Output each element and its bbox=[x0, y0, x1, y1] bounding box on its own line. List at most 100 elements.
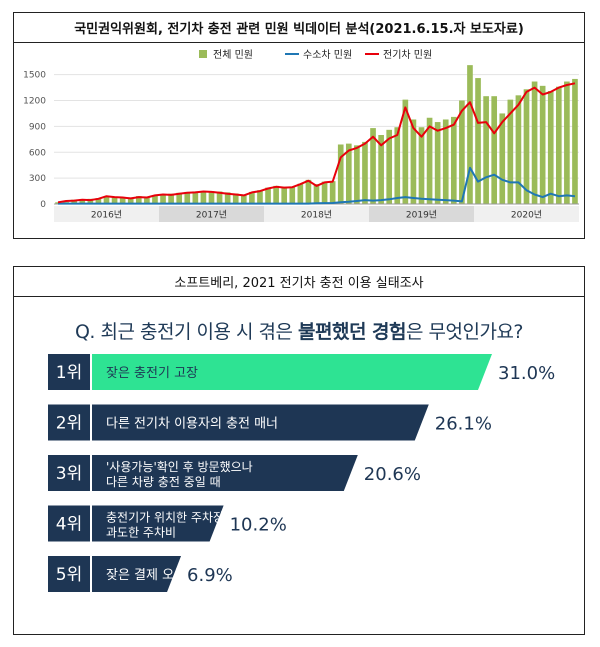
ranking-bar bbox=[92, 354, 492, 390]
bar-total-complaints bbox=[135, 196, 142, 204]
value-label: 31.0% bbox=[498, 363, 555, 384]
year-band bbox=[264, 206, 369, 222]
bar-total-complaints bbox=[378, 135, 384, 204]
bar-total-complaints bbox=[523, 89, 530, 204]
bar-total-complaints bbox=[208, 191, 215, 204]
legend-swatch-total bbox=[199, 50, 207, 58]
bar-total-complaints bbox=[337, 144, 344, 204]
x-year-label: 2020년 bbox=[511, 210, 542, 221]
bar-total-complaints bbox=[483, 96, 489, 204]
category-label: 잦은 충전기 고장 bbox=[106, 366, 198, 381]
rank-label: 5위 bbox=[56, 565, 82, 585]
value-label: 6.9% bbox=[187, 565, 233, 586]
rank-box bbox=[48, 404, 90, 441]
x-year-label: 2018년 bbox=[301, 210, 332, 221]
bar-total-complaints bbox=[224, 192, 231, 204]
bar-total-complaints bbox=[87, 198, 94, 204]
year-band bbox=[159, 206, 264, 222]
bar-total-complaints bbox=[531, 81, 538, 204]
bar-total-complaints bbox=[249, 191, 255, 204]
bar-total-complaints bbox=[232, 193, 239, 204]
bar-total-complaints bbox=[345, 143, 352, 204]
y-tick-label: 0 bbox=[40, 200, 46, 210]
line-ev-complaints bbox=[57, 82, 576, 204]
category-label: 잦은 결제 오류 bbox=[106, 568, 186, 583]
ranking-bar bbox=[92, 455, 358, 491]
category-label: 다른 전기차 이용자의 충전 매너 bbox=[106, 417, 278, 432]
bar-total-complaints bbox=[321, 181, 328, 204]
bar-total-complaints bbox=[434, 122, 441, 204]
legend-label: 수소차 민원 bbox=[303, 49, 352, 61]
bar-total-complaints bbox=[386, 129, 393, 204]
bar-total-complaints bbox=[499, 113, 506, 204]
rank-label: 4위 bbox=[56, 515, 82, 535]
bar-total-complaints bbox=[539, 85, 546, 204]
bar-total-complaints bbox=[305, 179, 312, 204]
bar-total-complaints bbox=[103, 196, 110, 204]
survey-question: Q. 최근 충전기 이용 시 겪은 불편했던 경험은 무엇인가요? bbox=[24, 317, 574, 344]
rank-label: 1위 bbox=[56, 363, 82, 383]
rank-label: 2위 bbox=[56, 414, 82, 434]
complaint-panel-title: 국민권익위원회, 전기차 충전 관련 민원 빅데이터 분석(2021.6.15.… bbox=[14, 13, 584, 43]
complaint-trend-chart: 0 300 600 900 1200 1500 2016년 2017년 2018년 2019년 20… bbox=[23, 49, 579, 222]
year-band bbox=[369, 206, 474, 222]
ranking-bar bbox=[92, 556, 182, 592]
bar-total-complaints bbox=[192, 191, 199, 204]
value-label: 20.6% bbox=[364, 464, 421, 485]
ranking-bar bbox=[92, 505, 224, 542]
ranking-bar bbox=[92, 404, 429, 441]
bar-total-complaints bbox=[467, 65, 473, 204]
bar-total-complaints bbox=[475, 78, 481, 204]
bar-total-complaints bbox=[354, 145, 360, 204]
bar-total-complaints bbox=[555, 86, 562, 204]
bar-total-complaints bbox=[281, 186, 288, 204]
bar-total-complaints bbox=[127, 197, 134, 204]
bar-total-complaints bbox=[418, 127, 425, 204]
bar-total-complaints bbox=[265, 187, 271, 204]
bar-total-complaints bbox=[362, 141, 368, 204]
bar-total-complaints bbox=[450, 116, 457, 204]
question-emphasis: 불편했던 경험 bbox=[298, 321, 407, 343]
bar-total-complaints bbox=[257, 190, 263, 204]
bar-total-complaints bbox=[95, 198, 102, 204]
bar-total-complaints bbox=[168, 193, 174, 204]
survey-panel: 소프트베리, 2021 전기차 충전 이용 실태조사 Q. 최근 충전기 이용 … bbox=[13, 266, 585, 635]
bar-total-complaints bbox=[71, 199, 78, 204]
bar-total-complaints bbox=[394, 127, 401, 204]
question-prefix: Q. 최근 충전기 이용 시 겪은 bbox=[74, 321, 299, 343]
x-year-label: 2017년 bbox=[196, 210, 227, 221]
bar-total-complaints bbox=[564, 81, 570, 204]
bar-total-complaints bbox=[144, 196, 150, 204]
rank-label: 3위 bbox=[56, 464, 82, 484]
y-tick-label: 1200 bbox=[23, 97, 46, 107]
rank-box bbox=[48, 556, 90, 592]
rank-box bbox=[48, 455, 90, 491]
category-label-line2: 다른 차량 충전 중일 때 bbox=[106, 475, 221, 489]
bar-total-complaints bbox=[507, 99, 514, 204]
bar-total-complaints bbox=[289, 186, 296, 204]
bar-total-complaints bbox=[402, 99, 409, 204]
category-label-line1: 충전기가 위치한 주차장의 bbox=[106, 511, 235, 525]
year-band bbox=[54, 206, 159, 222]
bar-total-complaints bbox=[491, 96, 498, 204]
inconvenience-ranking-chart: 1위 잦은 충전기 고장 31.0% 2위 다른 전기차 이용자의 충전 매너 26.1%… bbox=[48, 354, 555, 592]
bar-total-complaints bbox=[200, 191, 207, 204]
bar-total-complaints bbox=[119, 197, 126, 204]
rank-box bbox=[48, 505, 90, 542]
bar-total-complaints bbox=[459, 100, 465, 204]
value-label: 10.2% bbox=[230, 515, 287, 536]
rank-box bbox=[48, 354, 90, 390]
question-suffix: 은 무엇인가요? bbox=[406, 321, 524, 343]
value-label: 26.1% bbox=[435, 414, 492, 435]
y-tick-label: 1500 bbox=[23, 71, 46, 81]
year-band bbox=[474, 206, 579, 222]
bar-total-complaints bbox=[370, 128, 376, 204]
bar-total-complaints bbox=[426, 117, 433, 204]
bar-total-complaints bbox=[176, 192, 183, 204]
bar-total-complaints bbox=[442, 119, 449, 204]
bar-total-complaints bbox=[329, 181, 336, 204]
x-year-label: 2019년 bbox=[406, 210, 437, 221]
legend-label: 전기차 민원 bbox=[383, 49, 432, 61]
category-label-line1: '사용가능'확인 후 방문했으나 bbox=[106, 460, 253, 474]
bar-total-complaints bbox=[216, 191, 223, 204]
